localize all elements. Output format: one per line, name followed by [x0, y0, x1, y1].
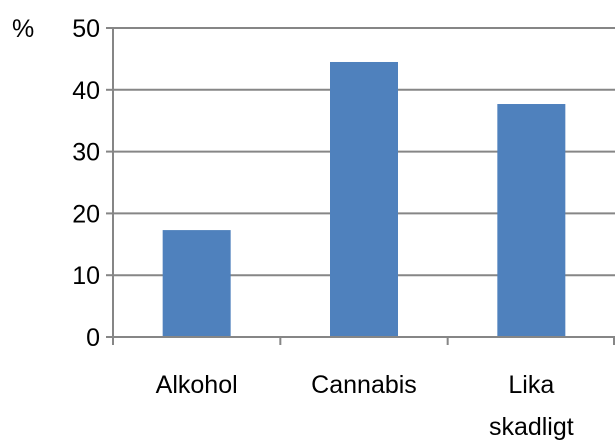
- y-tick-label: 10: [72, 262, 100, 290]
- y-tick-label: 20: [72, 200, 100, 228]
- axes: [106, 27, 615, 345]
- x-category-label: skadligt: [489, 413, 574, 441]
- y-tick-labels: 0 10 20 30 40 50: [72, 15, 100, 352]
- y-axis-unit-label: %: [12, 15, 34, 43]
- x-category-labels: Alkohol Cannabis Lika skadligt: [156, 371, 574, 441]
- y-tick-label: 50: [72, 15, 100, 43]
- x-category-label: Lika: [508, 371, 554, 399]
- y-tick-label: 30: [72, 139, 100, 167]
- x-category-label: Alkohol: [156, 371, 238, 399]
- bar-lika: [497, 104, 566, 337]
- bars: [162, 61, 566, 338]
- y-tick-label: 40: [72, 77, 100, 105]
- x-category-label: Cannabis: [311, 371, 417, 399]
- bar-cannabis: [330, 61, 398, 338]
- bar-alkohol: [162, 230, 231, 337]
- y-tick-label: 0: [86, 324, 100, 352]
